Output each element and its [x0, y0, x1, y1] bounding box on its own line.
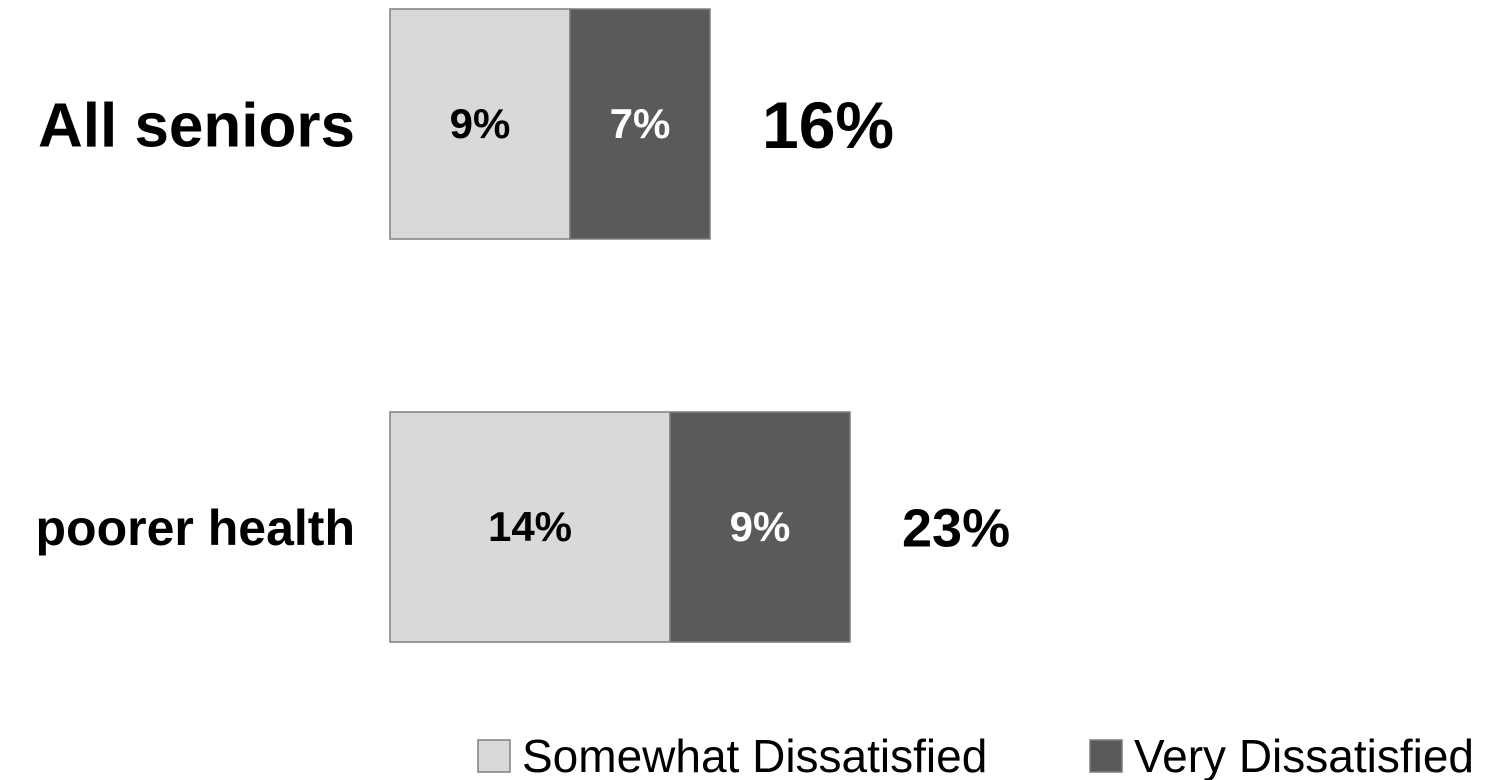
legend-swatch-very: [1089, 739, 1123, 773]
category-label: All seniors: [38, 91, 355, 160]
bar-segment-value-label: 9%: [730, 503, 791, 550]
legend-label: Very Dissatisfied: [1134, 730, 1474, 780]
bars-layer: [389, 8, 851, 643]
legend-swatch-somewhat: [477, 739, 511, 773]
bar-segment-somewhat-1: [389, 411, 671, 643]
legend: Somewhat Dissatisfied Very Dissatisfied: [477, 730, 1474, 780]
bar-segment-very-0: [569, 8, 711, 240]
category-label: poorer health: [36, 500, 355, 556]
legend-label: Somewhat Dissatisfied: [522, 730, 987, 780]
bar-segment-very-1: [669, 411, 851, 643]
bar-segment-somewhat-0: [389, 8, 571, 240]
bar-total-label: 16%: [762, 88, 894, 162]
bar-total-label: 23%: [902, 498, 1010, 558]
labels-layer: 9% 7% All seniors 16% 14% 9% poorer health 23%: [36, 88, 1011, 559]
bar-segment-value-label: 14%: [488, 503, 572, 550]
bar-segment-value-label: 7%: [610, 100, 671, 147]
bar-segment-value-label: 9%: [450, 100, 511, 147]
